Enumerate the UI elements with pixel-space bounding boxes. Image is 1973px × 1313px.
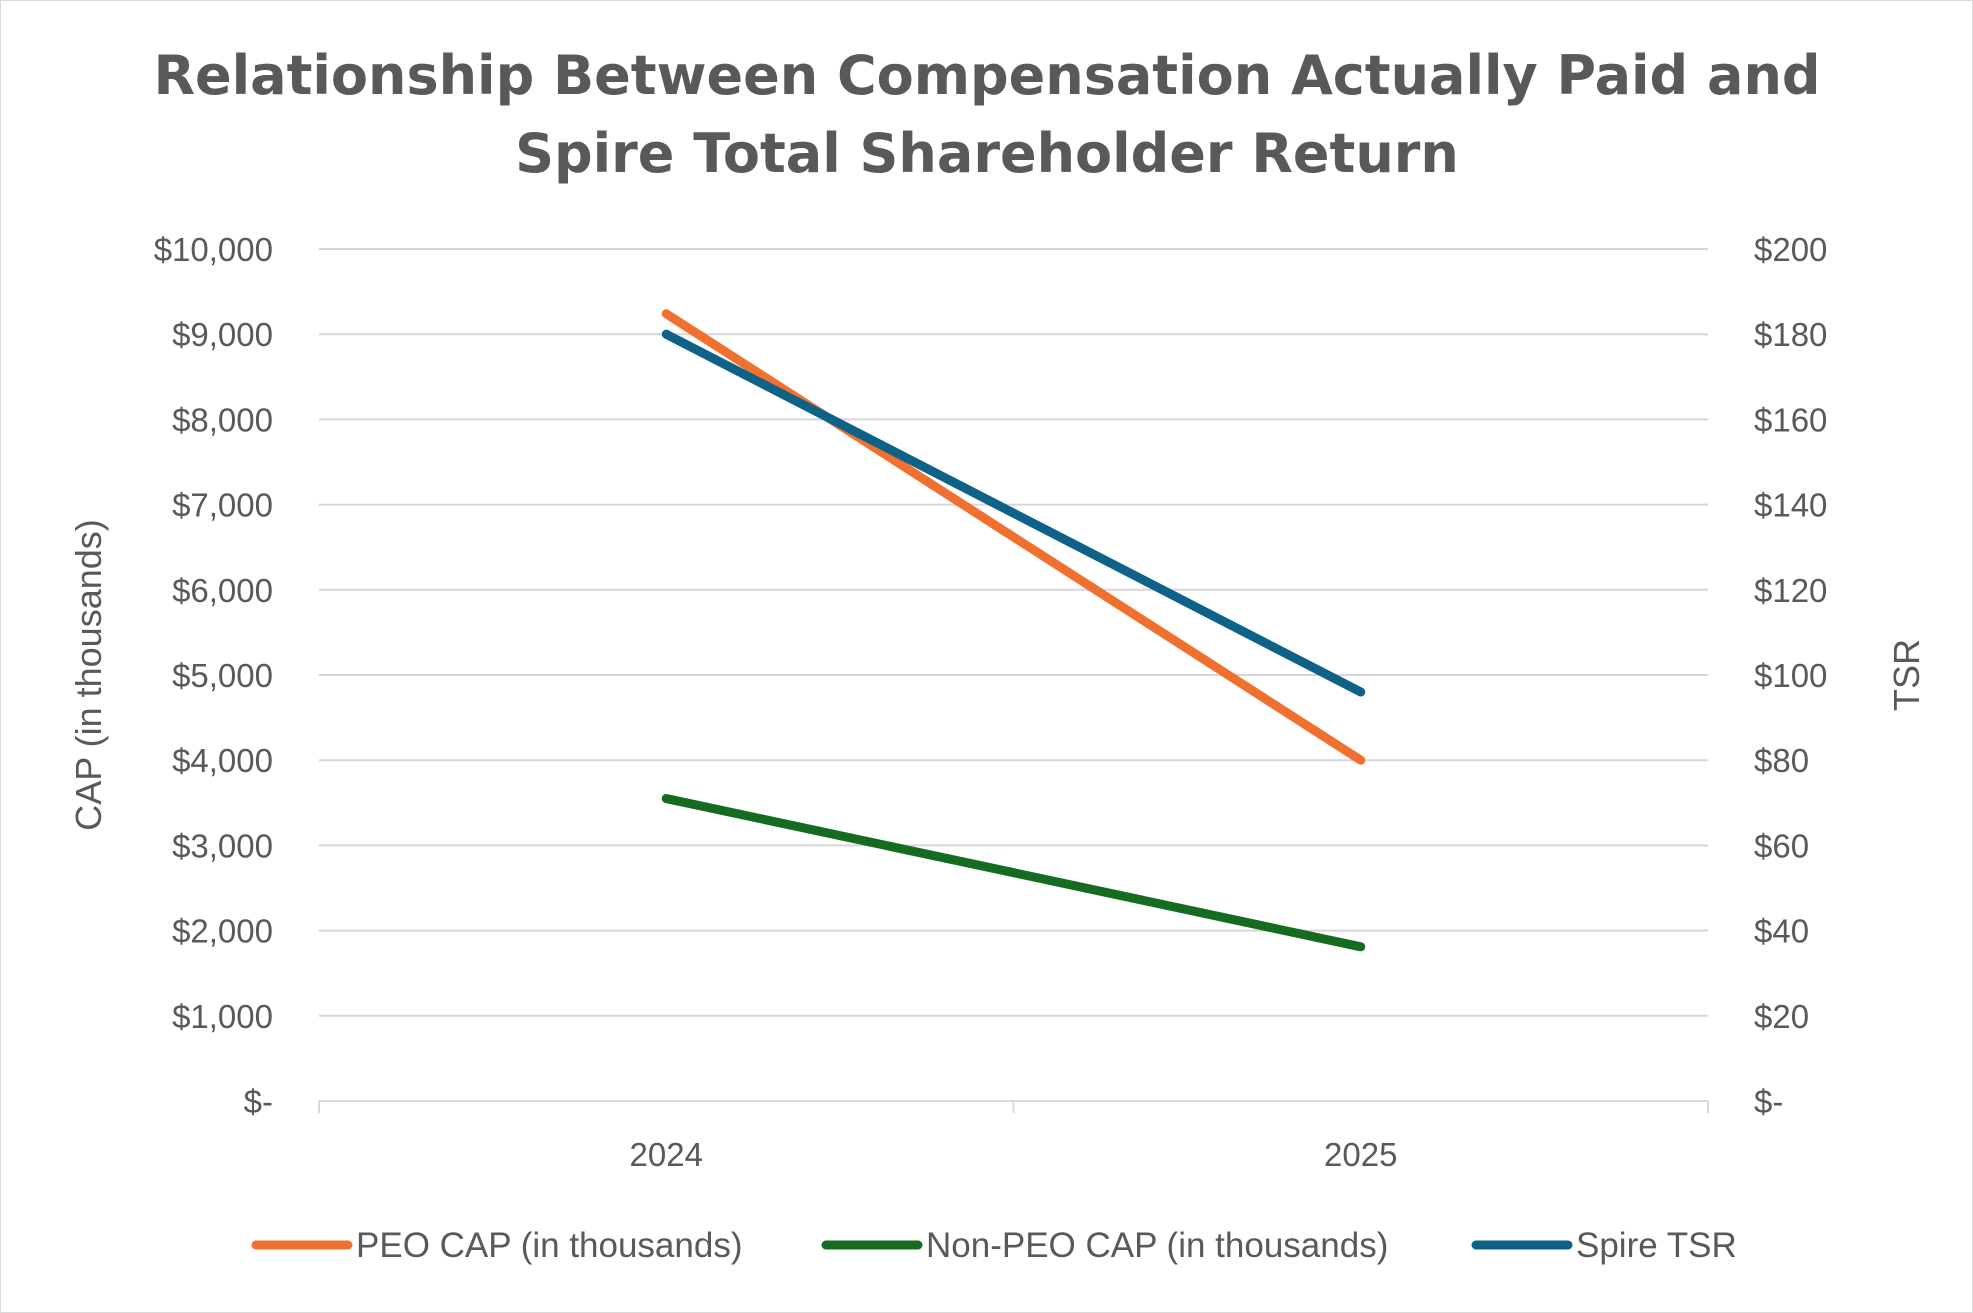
y-right-tick-label: $120 — [1754, 572, 1827, 609]
y-right-tick-label: $100 — [1754, 657, 1827, 694]
y-right-axis-label: TSR — [1886, 639, 1927, 711]
legend-label: PEO CAP (in thousands) — [356, 1226, 743, 1265]
y-right-tick-label: $60 — [1754, 827, 1809, 864]
y-right-tick-label: $20 — [1754, 998, 1809, 1035]
y-right-tick-label: $180 — [1754, 316, 1827, 353]
y-right-tick-label: $200 — [1754, 231, 1827, 268]
y-left-tick-label: $8,000 — [172, 401, 273, 438]
y-left-tick-label: $5,000 — [172, 657, 273, 694]
y-left-tick-label: $1,000 — [172, 998, 273, 1035]
y-left-tick-label: $6,000 — [172, 572, 273, 609]
y-right-tick-label: $160 — [1754, 401, 1827, 438]
y-left-tick-label: $- — [244, 1083, 273, 1120]
series-line-1 — [661, 794, 1366, 952]
y-left-tick-label: $9,000 — [172, 316, 273, 353]
chart-title-line: Spire Total Shareholder Return — [515, 122, 1459, 185]
chart-title-line: Relationship Between Compensation Actual… — [153, 44, 1820, 107]
legend-label: Non-PEO CAP (in thousands) — [926, 1226, 1388, 1265]
y-right-tick-label: $140 — [1754, 487, 1827, 524]
y-left-tick-label: $10,000 — [154, 231, 273, 268]
y-left-axis-label: CAP (in thousands) — [68, 519, 109, 831]
y-left-tick-label: $2,000 — [172, 913, 273, 950]
x-tick-label: 2025 — [1324, 1136, 1397, 1173]
y-right-tick-label: $40 — [1754, 913, 1809, 950]
y-left-tick-label: $7,000 — [172, 487, 273, 524]
legend-label: Spire TSR — [1576, 1226, 1737, 1265]
y-right-tick-label: $- — [1754, 1083, 1783, 1120]
series-line-2 — [661, 329, 1366, 697]
y-right-tick-label: $80 — [1754, 742, 1809, 779]
y-left-tick-label: $3,000 — [172, 827, 273, 864]
x-tick-label: 2024 — [630, 1136, 703, 1173]
y-left-tick-label: $4,000 — [172, 742, 273, 779]
series-line-0 — [661, 309, 1366, 765]
